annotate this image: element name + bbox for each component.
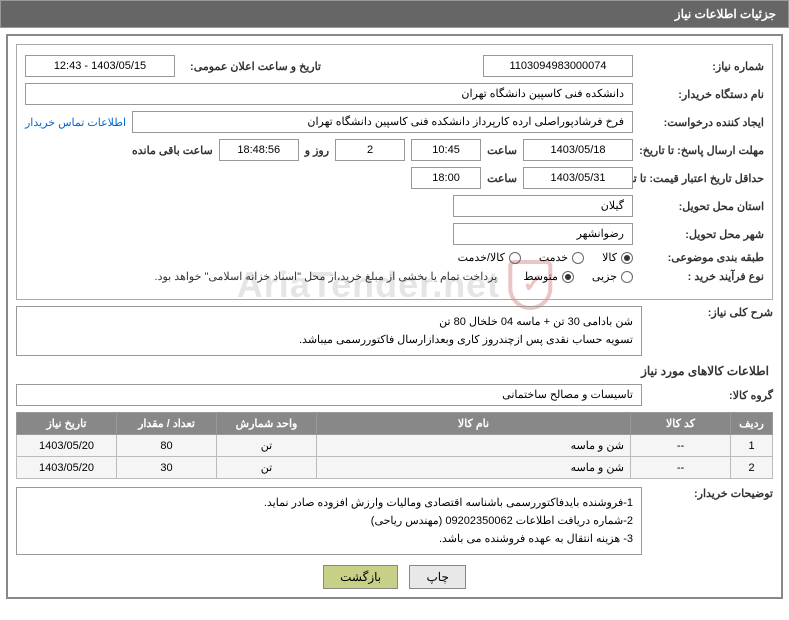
city-value: رضوانشهر (453, 223, 633, 245)
back-button[interactable]: بازگشت (323, 565, 398, 589)
radio-goods[interactable]: کالا (602, 251, 633, 264)
validity-label: حداقل تاریخ اعتبار قیمت: تا تاریخ: (639, 172, 764, 185)
group-value: تاسیسات و مصالح ساختمانی (16, 384, 642, 406)
table-row: 1 -- شن و ماسه تن 80 1403/05/20 (17, 435, 773, 457)
th-unit: واحد شمارش (217, 413, 317, 435)
radio-service[interactable]: خدمت (539, 251, 584, 264)
contact-link[interactable]: اطلاعات تماس خریدار (25, 116, 126, 129)
need-no-value: 1103094983000074 (483, 55, 633, 77)
note-2: 2-شماره دریافت اطلاعات 09202350062 (مهند… (25, 512, 633, 530)
category-label: طبقه بندی موضوعی: (639, 251, 764, 264)
button-row: چاپ بازگشت (16, 565, 773, 589)
days-remaining: 2 (335, 139, 405, 161)
details-frame: شماره نیاز: 1103094983000074 تاریخ و ساع… (16, 44, 773, 300)
buyer-notes-label: توضیحات خریدار: (648, 487, 773, 500)
deadline-label: مهلت ارسال پاسخ: تا تاریخ: (639, 144, 764, 157)
main-frame: شماره نیاز: 1103094983000074 تاریخ و ساع… (6, 34, 783, 599)
items-section-title: اطلاعات کالاهای مورد نیاز (20, 364, 769, 378)
validity-date: 1403/05/31 (523, 167, 633, 189)
validity-time: 18:00 (411, 167, 481, 189)
general-desc-box: شن بادامی 30 تن + ماسه 04 خلخال 80 تن تس… (16, 306, 642, 356)
items-table: ردیف کد کالا نام کالا واحد شمارش تعداد /… (16, 412, 773, 479)
announce-value: 1403/05/15 - 12:43 (25, 55, 175, 77)
th-row: ردیف (731, 413, 773, 435)
deadline-date: 1403/05/18 (523, 139, 633, 161)
category-radio-group: کالا خدمت کالا/خدمت (458, 251, 633, 264)
announce-label: تاریخ و ساعت اعلان عمومی: (181, 60, 321, 73)
time-label-2: ساعت (487, 172, 517, 185)
province-value: گیلان (453, 195, 633, 217)
time-label-1: ساعت (487, 144, 517, 157)
province-label: استان محل تحویل: (639, 200, 764, 213)
buyer-org-label: نام دستگاه خریدار: (639, 88, 764, 101)
city-label: شهر محل تحویل: (639, 228, 764, 241)
need-no-label: شماره نیاز: (639, 60, 764, 73)
group-label: گروه کالا: (648, 389, 773, 402)
general-desc-label: شرح کلی نیاز: (648, 306, 773, 319)
radio-both[interactable]: کالا/خدمت (458, 251, 521, 264)
note-3: 3- هزینه انتقال به عهده فروشنده می باشد. (25, 530, 633, 548)
note-1: 1-فروشنده بایدفاکتوررسمی باشناسه اقتصادی… (25, 494, 633, 512)
th-qty: تعداد / مقدار (117, 413, 217, 435)
process-radio-group: جزیی متوسط (523, 270, 633, 283)
desc-line-1: شن بادامی 30 تن + ماسه 04 خلخال 80 تن (25, 313, 633, 331)
deadline-time: 10:45 (411, 139, 481, 161)
radio-medium[interactable]: متوسط (523, 270, 574, 283)
remain-label: ساعت باقی مانده (132, 144, 213, 157)
requester-label: ایجاد کننده درخواست: (639, 116, 764, 129)
buyer-notes-box: 1-فروشنده بایدفاکتوررسمی باشناسه اقتصادی… (16, 487, 642, 555)
th-date: تاریخ نیاز (17, 413, 117, 435)
table-row: 2 -- شن و ماسه تن 30 1403/05/20 (17, 457, 773, 479)
process-note: پرداخت تمام یا بخشی از مبلغ خرید،از محل … (155, 270, 498, 283)
print-button[interactable]: چاپ (409, 565, 465, 589)
desc-line-2: تسویه حساب نقدی پس ازچندروز کاری وبعدازا… (25, 331, 633, 349)
radio-small[interactable]: جزیی (592, 270, 633, 283)
countdown: 18:48:56 (219, 139, 299, 161)
process-label: نوع فرآیند خرید : (639, 270, 764, 283)
th-name: نام کالا (317, 413, 631, 435)
th-code: کد کالا (631, 413, 731, 435)
requester-value: فرخ فرشادپوراصلی ارده کارپرداز دانشکده ف… (132, 111, 633, 133)
buyer-org-value: دانشکده فنی کاسپین دانشگاه تهران (25, 83, 633, 105)
days-word: روز و (305, 144, 329, 157)
header-title: جزئیات اطلاعات نیاز (675, 7, 776, 21)
panel-header: جزئیات اطلاعات نیاز (0, 0, 789, 28)
